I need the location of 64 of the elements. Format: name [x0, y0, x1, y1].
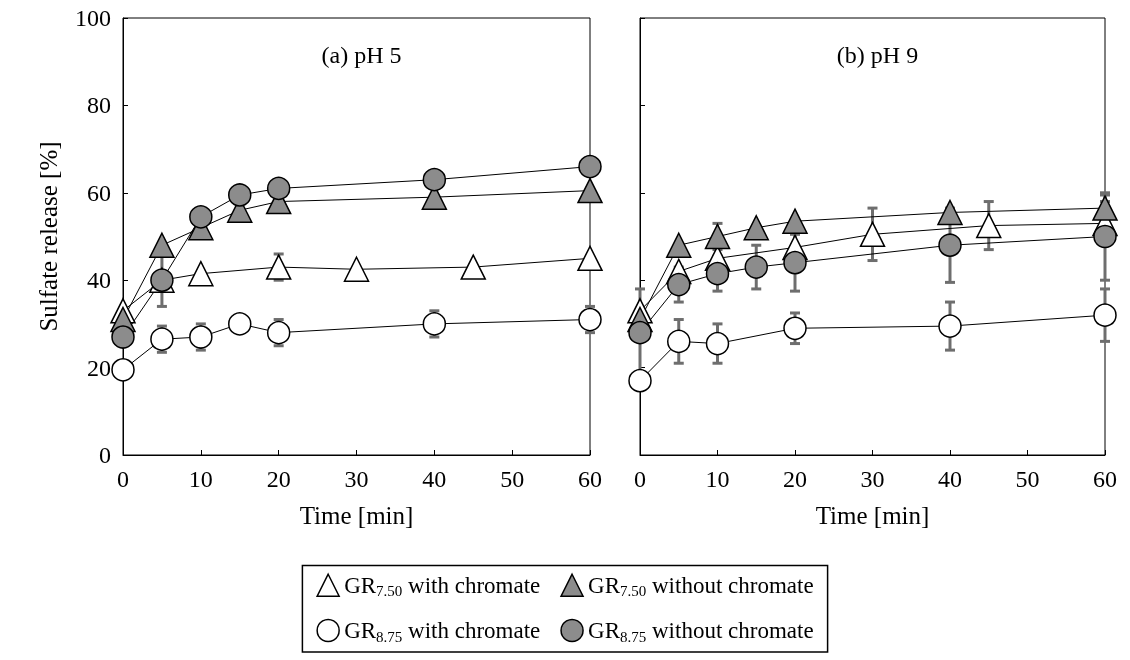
point: [189, 325, 213, 349]
y-tick-label: 100: [75, 5, 111, 31]
point: [111, 358, 135, 382]
point: [705, 261, 730, 286]
point: [743, 215, 769, 241]
point: [265, 254, 292, 280]
point: [976, 212, 1002, 239]
x-tick-label: 30: [344, 466, 369, 492]
text: (b) pH 9: [836, 42, 919, 68]
x-tick-label: 40: [938, 466, 962, 492]
point: [859, 221, 886, 248]
point: [782, 208, 808, 234]
x-tick-label: 20: [783, 466, 807, 492]
point: [422, 312, 447, 336]
point: [460, 254, 486, 280]
point: [577, 177, 603, 204]
point: [578, 307, 602, 332]
y-tick-label: 40: [87, 267, 111, 294]
x-tick-label: 30: [860, 466, 885, 492]
y-tick-label: 60: [87, 179, 111, 206]
point: [578, 154, 602, 179]
point: [628, 320, 652, 345]
x-tick-label: 60: [1093, 466, 1117, 492]
point: [938, 233, 962, 257]
point: [343, 256, 370, 283]
point: [150, 327, 174, 351]
point: [188, 260, 214, 287]
y-axis-title: Sulfate release [%]: [35, 141, 62, 332]
x-tick-label: 50: [1015, 466, 1040, 492]
x-tick-label: 0: [117, 466, 129, 492]
point: [111, 325, 135, 349]
x-tick-label: 0: [634, 466, 646, 492]
point: [937, 199, 963, 226]
point: [628, 368, 652, 393]
point: [667, 272, 691, 297]
point: [744, 255, 768, 279]
point: [189, 205, 213, 229]
point: [228, 183, 252, 207]
point: [1093, 303, 1117, 327]
text: (a) pH 5: [321, 42, 402, 68]
point: [577, 245, 603, 272]
point: [228, 312, 252, 336]
point: [938, 314, 962, 338]
point: [666, 232, 692, 258]
point: [422, 167, 447, 192]
y-tick-label: 0: [99, 442, 111, 468]
point: [266, 176, 291, 201]
x-tick-label: 10: [188, 466, 213, 492]
x-tick-label: 10: [705, 466, 730, 492]
point: [667, 329, 691, 354]
x-axis-title: Time [min]: [815, 502, 930, 529]
x-axis-title: Time [min]: [299, 502, 414, 529]
y-tick-label: 80: [87, 92, 111, 119]
point: [783, 250, 807, 275]
y-tick-label: 20: [87, 354, 111, 381]
point: [1093, 224, 1117, 249]
point: [705, 331, 730, 356]
x-tick-label: 50: [500, 466, 525, 492]
point: [704, 223, 731, 250]
x-tick-label: 40: [422, 466, 447, 492]
x-tick-label: 20: [266, 466, 291, 492]
x-tick-label: 60: [578, 466, 602, 492]
point: [149, 232, 175, 258]
point: [266, 320, 291, 345]
